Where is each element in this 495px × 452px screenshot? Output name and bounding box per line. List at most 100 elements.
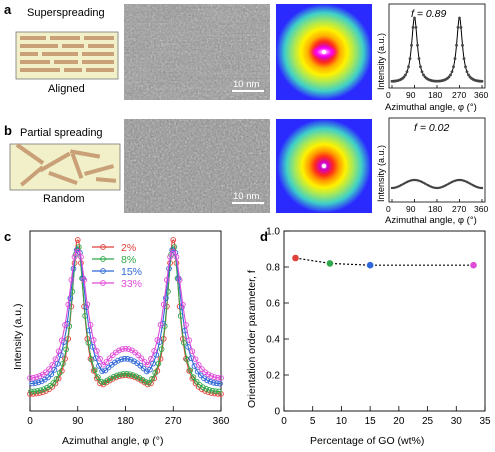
panel-d-axes-frame xyxy=(283,230,486,412)
intensity-plot-a-xtick-270: 270 xyxy=(452,90,466,100)
panel-b-letter: b xyxy=(4,123,12,138)
series-point-8% xyxy=(34,388,41,394)
series-point-33% xyxy=(62,322,68,328)
plot-a-point xyxy=(456,26,460,29)
series-point-33% xyxy=(208,373,215,379)
series-point-15% xyxy=(143,368,150,375)
plot-a-point xyxy=(452,65,455,69)
series-point-8% xyxy=(63,346,69,353)
plot-a-line xyxy=(391,16,483,82)
intensity-plot-b-ylabel: Intensity (a.u.) xyxy=(376,145,386,202)
series-point-8% xyxy=(110,373,117,380)
panel-b-title: Partial spreading xyxy=(20,127,103,139)
series-point-33% xyxy=(186,337,193,344)
plot-a-point xyxy=(416,43,419,47)
series-point-8% xyxy=(53,376,60,382)
panel-c-xtick-label: 270 xyxy=(165,416,182,427)
legend-label-33%: 33% xyxy=(121,278,142,290)
series-point-15% xyxy=(178,304,185,311)
panel-d-point xyxy=(292,254,299,262)
panel-d-xlabel: Percentage of GO (wt%) xyxy=(310,435,424,447)
intensity-plot-b-xlabel: Azimuthal angle, φ (°) xyxy=(385,215,477,226)
plot-a-point xyxy=(419,65,422,69)
series-point-15% xyxy=(38,378,45,385)
series-point-15% xyxy=(83,304,90,311)
plot-a-point xyxy=(404,73,407,77)
panel-b-caption: Random xyxy=(43,193,85,205)
plot-a-point xyxy=(467,73,470,77)
series-point-8% xyxy=(130,372,136,378)
intensity-plot-a-xtick-360: 360 xyxy=(474,90,488,100)
series-point-15% xyxy=(147,366,153,373)
plot-a-point xyxy=(408,57,412,61)
series-point-33% xyxy=(154,337,161,343)
series-point-15% xyxy=(45,374,51,381)
plot-a-point xyxy=(464,65,467,69)
plot-a-point xyxy=(414,26,418,29)
plot-a-point xyxy=(410,43,413,47)
series-line-33% xyxy=(29,251,222,379)
series-point-8% xyxy=(56,370,63,376)
random-sheets-schematic xyxy=(9,143,121,191)
series-point-8% xyxy=(142,378,149,385)
plot-a-point xyxy=(459,26,463,29)
panel-c-plot-area xyxy=(27,237,224,397)
series-point-15% xyxy=(48,371,55,378)
tem-image-b: 10 nm xyxy=(124,119,270,213)
series-point-15% xyxy=(197,372,204,379)
aligned-sheets-schematic xyxy=(15,31,119,80)
panel-d-ytick-label: 1.0 xyxy=(266,227,280,238)
series-point-8% xyxy=(117,371,124,378)
series-point-33% xyxy=(192,356,199,363)
intensity-plot-b-xtick-360: 360 xyxy=(474,204,488,214)
intensity-plot-b-xtick-90: 90 xyxy=(406,204,416,214)
series-point-15% xyxy=(207,378,214,385)
series-point-33% xyxy=(179,301,186,308)
panel-d-letter: d xyxy=(260,229,268,244)
series-point-33% xyxy=(90,337,97,343)
series-point-15% xyxy=(102,367,109,374)
panel-d-xtick-label: 0 xyxy=(281,416,287,427)
plot-a-point xyxy=(462,57,466,61)
series-point-33% xyxy=(93,348,100,354)
panel-d-xtick-label: 30 xyxy=(451,416,463,427)
series-point-8% xyxy=(114,372,120,379)
series-point-8% xyxy=(145,379,152,386)
intensity-plot-a-xtick-90: 90 xyxy=(406,90,416,100)
saxs-pattern-a xyxy=(276,4,372,100)
series-point-33% xyxy=(160,301,167,308)
intensity-plot-a-curve xyxy=(390,16,484,88)
series-point-8% xyxy=(123,370,130,377)
series-point-33% xyxy=(218,375,224,381)
intensity-plot-b-xtick-0: 0 xyxy=(386,204,391,214)
series-point-15% xyxy=(150,360,156,367)
panel-c: c 2%8%15%33% 0 90 180 270 360 Azimuthal angl… xyxy=(4,229,230,447)
scale-bar-a-label: 10 nm xyxy=(233,79,259,90)
intensity-plot-a-xtick-0: 0 xyxy=(386,90,391,100)
intensity-plot-a-xtick-180: 180 xyxy=(428,90,442,100)
series-point-15% xyxy=(137,362,144,369)
legend-marker-15% xyxy=(100,268,106,274)
series-point-33% xyxy=(195,362,202,368)
series-point-8% xyxy=(152,369,159,376)
panel-d-ytick-label: 0.6 xyxy=(266,299,280,310)
scale-bar-b-label: 10 nm xyxy=(233,191,259,202)
series-point-33% xyxy=(214,374,221,381)
panel-c-ylabel: Intensity (a.u.) xyxy=(12,303,24,370)
series-point-33% xyxy=(164,277,170,283)
series-point-33% xyxy=(81,277,87,283)
panel-d-ytick-label: 0 xyxy=(274,407,280,418)
legend-marker-2% xyxy=(100,244,106,250)
series-point-33% xyxy=(27,375,33,381)
aligned-sheet-bars xyxy=(20,36,114,72)
plot-a-point xyxy=(449,73,452,77)
series-point-33% xyxy=(49,362,56,368)
plot-a-point xyxy=(465,70,469,74)
series-point-33% xyxy=(65,301,72,308)
series-point-33% xyxy=(116,347,122,354)
plot-a-point xyxy=(405,70,409,74)
panel-d-xtick-label: 5 xyxy=(310,416,316,427)
panel-a-letter: a xyxy=(4,2,12,17)
series-point-15% xyxy=(118,356,125,363)
series-point-8% xyxy=(95,374,101,380)
